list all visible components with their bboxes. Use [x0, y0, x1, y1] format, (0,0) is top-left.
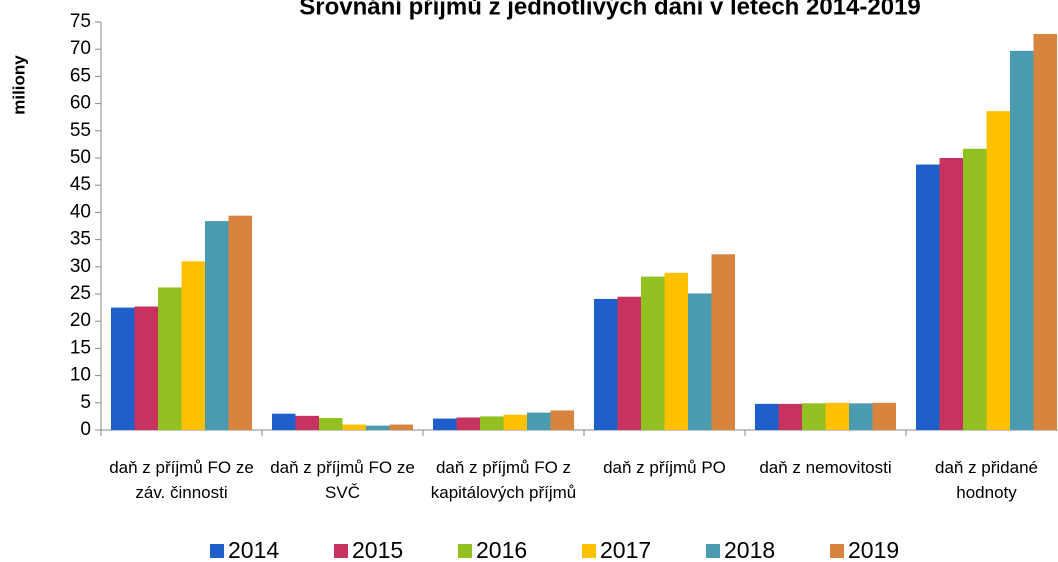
- y-tick-label: 55: [70, 120, 91, 141]
- legend-item: 2019: [830, 537, 899, 562]
- legend-swatch: [210, 543, 224, 558]
- bar: [688, 293, 712, 430]
- bar: [617, 296, 641, 430]
- bar: [594, 298, 618, 430]
- legend-swatch: [334, 543, 348, 558]
- chart-title: Srovnání příjmů z jednotlivých daní v le…: [299, 0, 921, 20]
- legend-item: 2018: [706, 537, 775, 562]
- bar: [111, 307, 135, 430]
- bar: [319, 418, 343, 430]
- bar: [550, 410, 574, 430]
- legend-label: 2017: [600, 537, 652, 562]
- legend-label: 2014: [228, 537, 280, 562]
- bar: [228, 215, 252, 430]
- bar: [872, 402, 896, 430]
- y-tick-label: 65: [70, 65, 91, 86]
- legend-swatch: [706, 543, 720, 558]
- bar: [433, 418, 457, 430]
- bar: [963, 148, 987, 430]
- legend-label: 2019: [848, 537, 900, 562]
- bar: [181, 261, 205, 430]
- y-tick-label: 45: [70, 174, 91, 195]
- legend-item: 2017: [582, 537, 651, 562]
- y-tick-label: 50: [70, 147, 91, 168]
- y-tick-label: 35: [70, 229, 91, 250]
- bar: [366, 425, 390, 430]
- y-tick-label: 70: [70, 38, 91, 59]
- bar: [986, 111, 1010, 430]
- y-tick-label: 40: [70, 201, 91, 222]
- y-axis-label: miliony: [9, 55, 28, 115]
- x-tick-label: daň z příjmů PO: [603, 458, 726, 477]
- y-tick-label: 75: [70, 11, 91, 32]
- bar: [664, 272, 688, 430]
- legend-item: 2016: [458, 537, 527, 562]
- y-tick-label: 0: [80, 419, 91, 440]
- bar: [134, 306, 158, 430]
- legend-label: 2016: [476, 537, 528, 562]
- legend-swatch: [830, 543, 844, 558]
- legend-label: 2018: [724, 537, 776, 562]
- legend-label: 2015: [352, 537, 404, 562]
- legend-item: 2014: [210, 537, 279, 562]
- bar: [342, 424, 366, 430]
- bar: [1010, 50, 1034, 430]
- bar: [711, 254, 735, 430]
- bar: [527, 412, 551, 430]
- bar: [849, 403, 873, 430]
- bar: [389, 424, 413, 430]
- bar: [916, 164, 940, 430]
- y-tick-label: 10: [70, 365, 91, 386]
- x-tick-label: daň z příjmů FO ze SVČ: [270, 458, 415, 502]
- legend-item: 2015: [334, 537, 403, 562]
- y-tick-label: 15: [70, 337, 91, 358]
- bar: [802, 403, 826, 430]
- bar: [295, 415, 319, 430]
- bar: [825, 402, 849, 430]
- x-tick-label: daň z přidané hodnoty: [934, 458, 1039, 502]
- bar: [480, 416, 504, 430]
- bar: [205, 221, 229, 430]
- bar: [1033, 33, 1057, 431]
- bar: [939, 158, 963, 430]
- bar: [272, 413, 296, 430]
- legend-swatch: [458, 543, 472, 558]
- x-tick-label: daň z příjmů FO z kapitálových příjmů: [430, 458, 577, 502]
- y-tick-label: 5: [80, 392, 91, 413]
- x-tick-label: daň z nemovitosti: [759, 458, 892, 477]
- bar: [456, 417, 480, 430]
- bar: [503, 414, 527, 430]
- y-tick-label: 20: [70, 310, 91, 331]
- bar: [158, 287, 182, 430]
- x-tick-label: daň z příjmů FO ze záv. činnosti: [109, 458, 254, 502]
- bar: [778, 403, 802, 430]
- y-tick-label: 25: [70, 283, 91, 304]
- y-tick-label: 30: [70, 256, 91, 277]
- y-tick-label: 60: [70, 93, 91, 114]
- bar: [641, 276, 665, 430]
- bar: [755, 403, 779, 430]
- legend-swatch: [582, 543, 596, 558]
